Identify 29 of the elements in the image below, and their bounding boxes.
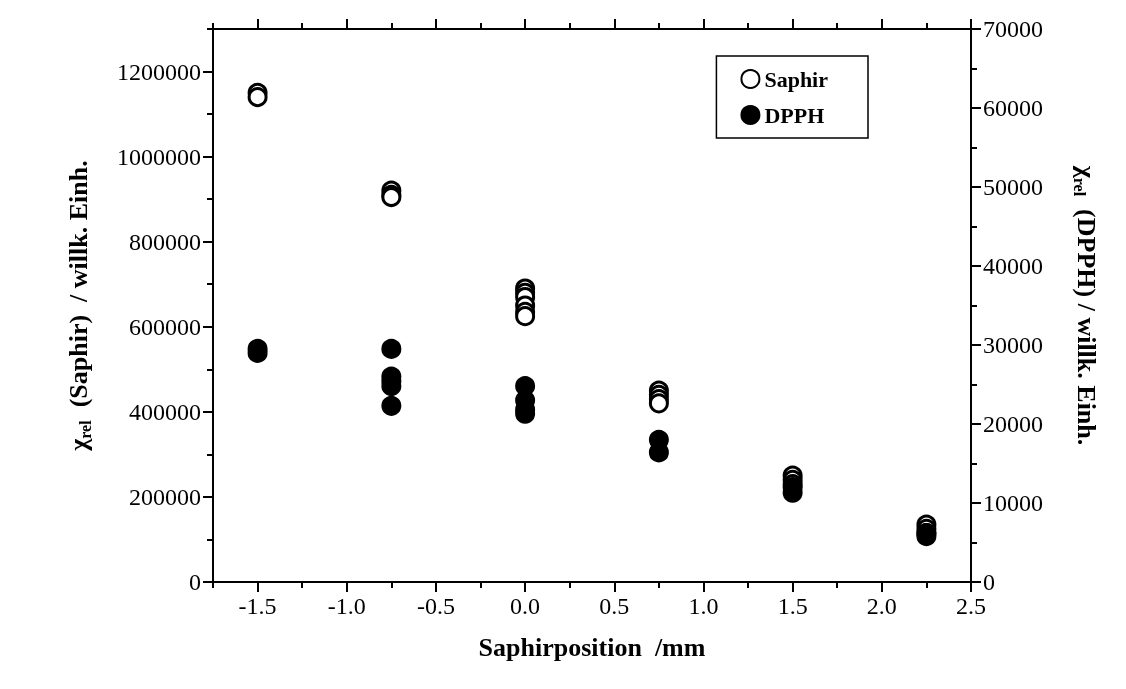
x-tick-label: 0.0 [510,593,541,619]
y-tick-label: 1000000 [117,143,201,170]
y-tick-label: 600000 [129,313,201,340]
y-tick-label: 400000 [129,398,201,425]
x-tick-label: 1.5 [777,593,808,619]
y2-axis-title: χrel (DPPH) / willk. Einh. [1070,164,1101,446]
y-tick-label: 0 [189,569,201,595]
x-tick-label: 2.0 [866,593,897,619]
legend-label: Saphir [764,66,829,92]
y-tick-label: 200000 [129,483,201,510]
y2-tick-label: 10000 [983,490,1043,516]
x-tick-label: -0.5 [416,593,455,619]
y-tick-label: 800000 [129,228,201,255]
y2-tick-label: 20000 [983,411,1043,437]
legend-label: DPPH [764,102,825,128]
x-tick-label: -1.5 [238,593,277,619]
x-axis-title: Saphirposition /mm [478,632,706,662]
y-tick-label: 1200000 [117,58,201,85]
y2-tick-label: 30000 [983,332,1043,358]
y-axis-title: χrel (Saphir) / willk. Einh. [63,160,94,452]
y2-tick-label: 60000 [983,95,1043,121]
x-tick-label: 2.5 [956,593,986,619]
x-tick-label: 0.5 [599,593,630,619]
y2-tick-label: 50000 [983,174,1043,200]
y2-tick-label: 40000 [983,253,1043,279]
x-tick-label: 1.0 [688,593,719,619]
y2-tick-label: 70000 [983,16,1043,42]
y2-tick-label: 0 [983,569,995,595]
x-tick-label: -1.0 [327,593,366,619]
